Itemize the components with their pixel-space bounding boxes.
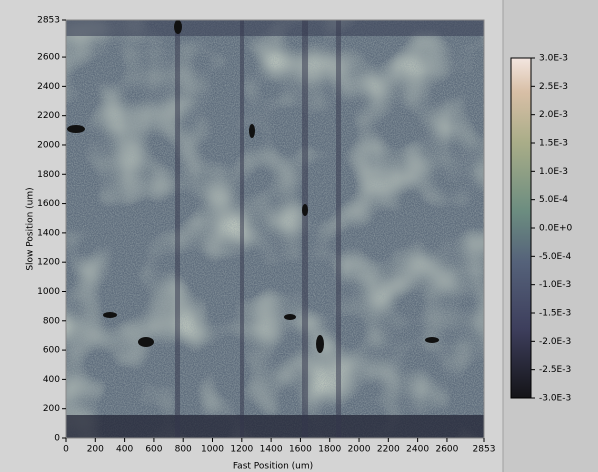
image-band [66, 415, 484, 438]
y-tick-label: 2200 [37, 111, 60, 121]
y-tick-label: 2600 [37, 53, 60, 63]
x-tick-label: 2000 [348, 445, 371, 455]
y-tick-label: 0 [54, 434, 60, 444]
x-tick-label: 400 [116, 445, 133, 455]
y-tick-label: 1200 [37, 258, 60, 268]
x-tick-label: 2200 [377, 445, 400, 455]
colorbar-tick-label: -1.5E-3 [539, 309, 571, 319]
image-stripe [175, 20, 180, 438]
y-tick-label: 1600 [37, 199, 60, 209]
image-spot [302, 204, 308, 216]
y-tick-label: 1400 [37, 228, 60, 238]
x-axis-label: Fast Position (um) [233, 462, 313, 472]
y-tick-label: 1800 [37, 170, 60, 180]
image-noise [66, 20, 484, 438]
y-tick-label: 1000 [37, 287, 60, 297]
colorbar-tick-label: 1.0E-3 [539, 167, 568, 177]
colorbar-tick-label: -3.0E-3 [539, 394, 571, 404]
image-stripe [240, 20, 244, 438]
colorbar-tick-label: 0.0E+0 [539, 224, 573, 234]
colorbar-tick-label: 2.5E-3 [539, 82, 568, 92]
x-tick-label: 600 [145, 445, 162, 455]
colorbar-tick-label: -2.5E-3 [539, 365, 571, 375]
x-tick-label: 800 [175, 445, 192, 455]
x-tick-label: 200 [87, 445, 104, 455]
image-spot [103, 312, 117, 318]
x-tick-label: 1600 [289, 445, 312, 455]
colorbar-tick-label: 1.5E-3 [539, 139, 568, 149]
y-tick-label: 200 [43, 404, 60, 414]
colorbar-tick-label: -2.0E-3 [539, 337, 571, 347]
y-tick-label: 2400 [37, 82, 60, 92]
x-tick-label: 1000 [201, 445, 224, 455]
x-tick-label: 2853 [473, 445, 496, 455]
y-tick-label: 2853 [37, 16, 60, 26]
colorbar-tick-label: 2.0E-3 [539, 110, 568, 120]
image-spot [249, 124, 255, 138]
y-tick-label: 800 [43, 316, 60, 326]
image-spot [284, 314, 296, 320]
image-spot [138, 337, 154, 347]
image-spot [316, 335, 324, 353]
colorbar-tick-label: 3.0E-3 [539, 54, 568, 64]
scan-image [66, 20, 484, 438]
plot-frame [65, 19, 485, 439]
colorbar-tick-label: -1.0E-3 [539, 280, 571, 290]
x-tick-label: 1400 [260, 445, 283, 455]
x-tick-label: 2400 [406, 445, 429, 455]
image-stripe [302, 20, 308, 438]
image-band [66, 20, 484, 36]
y-tick-label: 2000 [37, 140, 60, 150]
colorbar-tick-label: 5.0E-4 [539, 195, 568, 205]
image-spot [174, 20, 182, 34]
image-stripe [336, 20, 341, 438]
x-tick-label: 1200 [230, 445, 253, 455]
x-tick-label: 2600 [435, 445, 458, 455]
y-axis-label: Slow Position (um) [26, 187, 36, 270]
x-tick-label: 1800 [318, 445, 341, 455]
colorbar [510, 57, 532, 399]
image-spot [67, 125, 85, 133]
y-tick-label: 400 [43, 375, 60, 385]
colorbar-tick-label: -5.0E-4 [539, 252, 571, 262]
x-tick-label: 0 [63, 445, 69, 455]
image-spot [425, 337, 439, 343]
y-tick-label: 600 [43, 346, 60, 356]
